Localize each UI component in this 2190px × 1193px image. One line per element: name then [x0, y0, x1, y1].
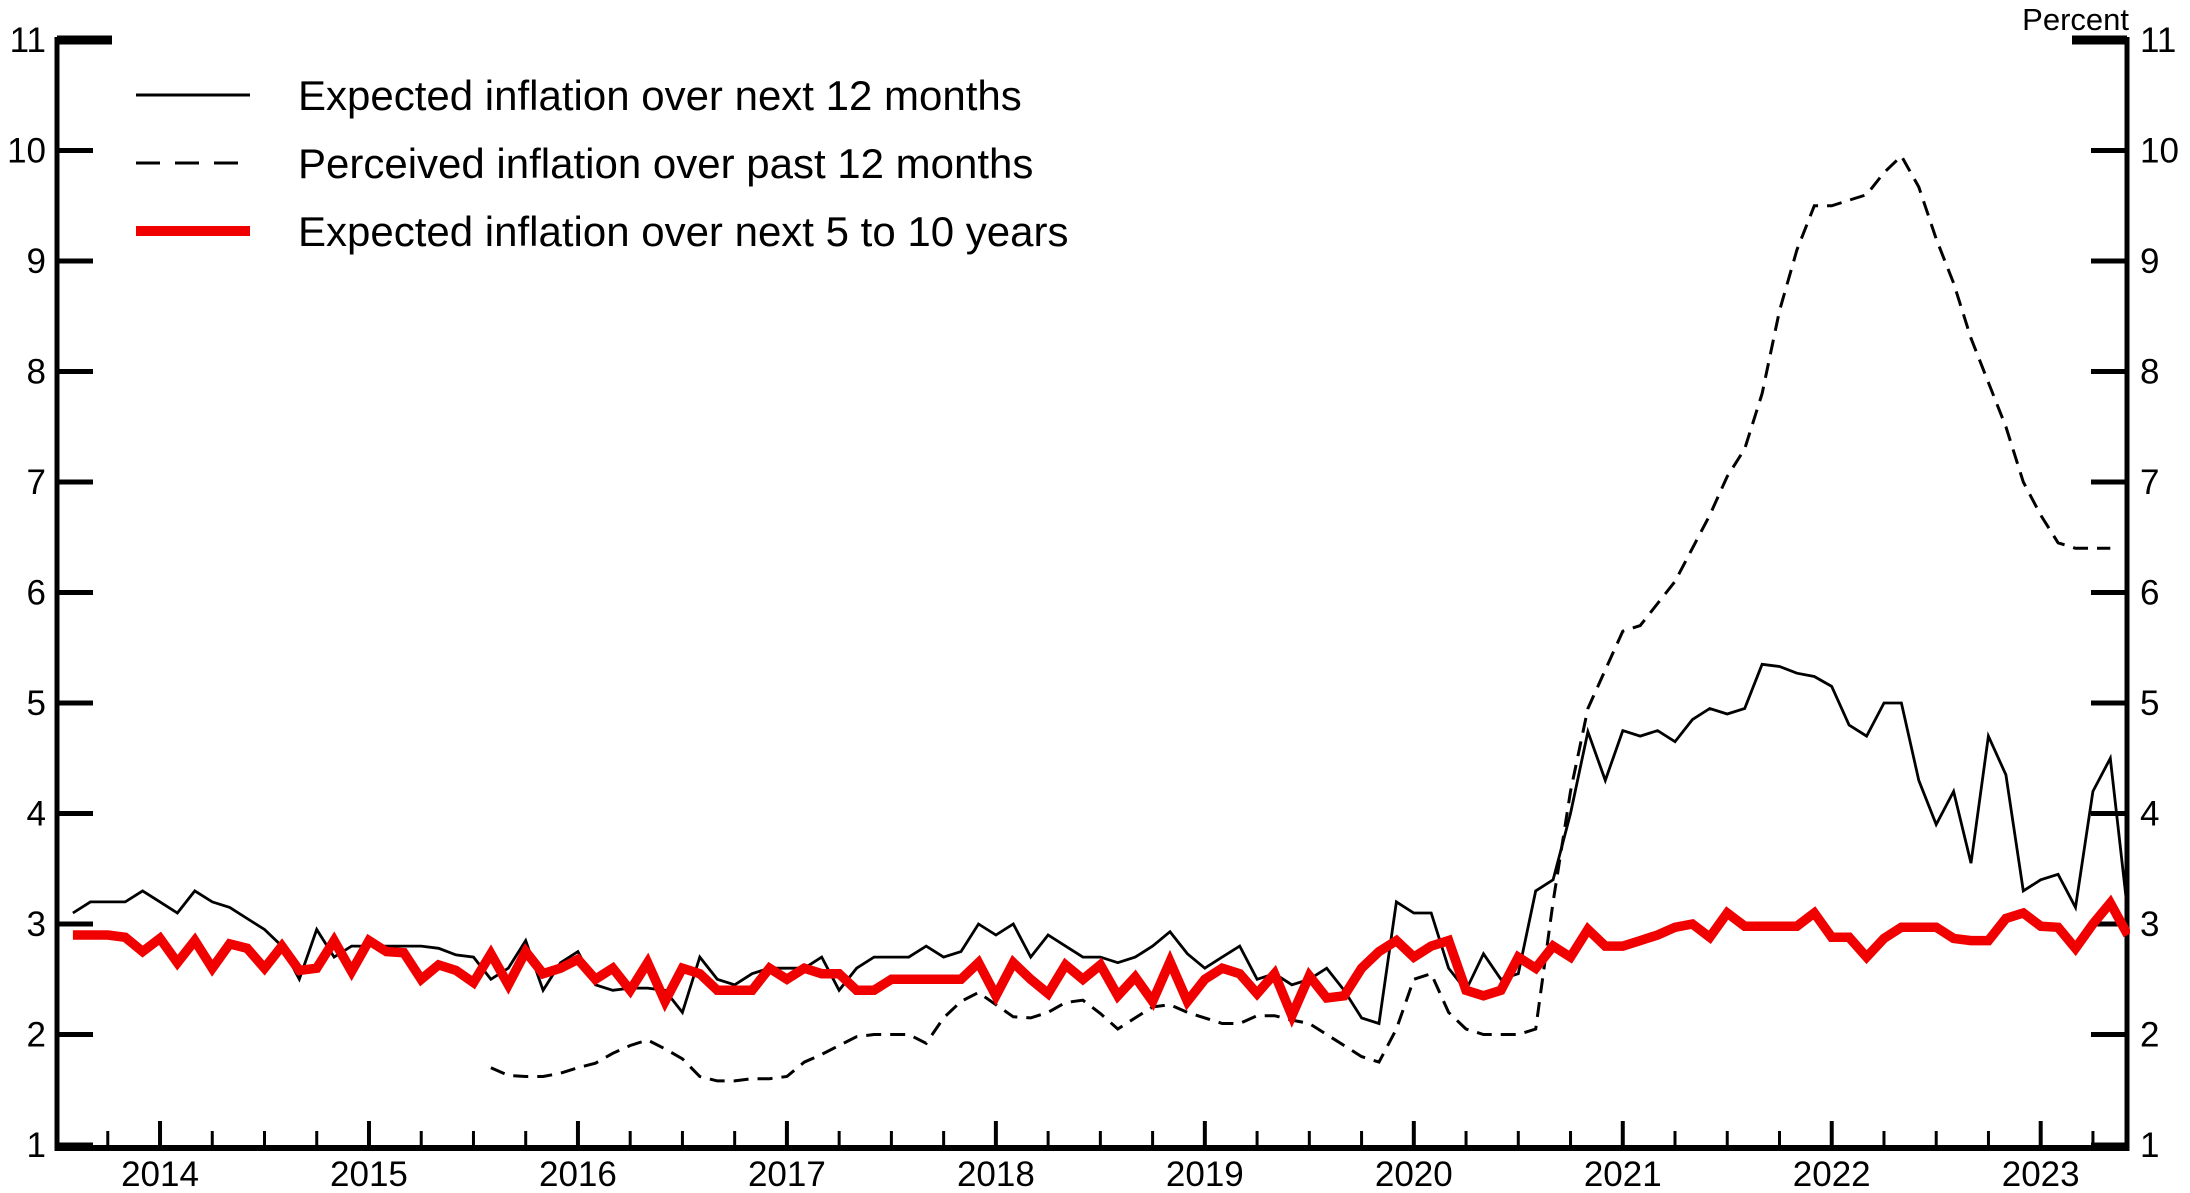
y-tick-label-left-9: 9	[27, 242, 46, 281]
x-tick-label-2020: 2020	[1375, 1155, 1453, 1193]
x-tick-label-2022: 2022	[1793, 1155, 1871, 1193]
legend: Expected inflation over next 12 months P…	[136, 72, 1068, 255]
y-tick-label-right-9: 9	[2140, 242, 2159, 281]
y-tick-label-left-4: 4	[27, 795, 46, 834]
y-tick-label-left-1: 1	[27, 1126, 46, 1165]
series-line-perceived-past-12m	[490, 153, 2111, 1083]
legend-label-expected-5-10y: Expected inflation over next 5 to 10 yea…	[298, 208, 1068, 255]
y-tick-label-left-10: 10	[7, 132, 46, 171]
y-tick-label-right-2: 2	[2140, 1016, 2159, 1055]
y-tick-label-left-2: 2	[27, 1016, 46, 1055]
y-tick-label-right-11: 11	[2140, 21, 2176, 60]
x-tick-label-2019: 2019	[1166, 1155, 1244, 1193]
legend-item-perceived-past-12m: Perceived inflation over past 12 months	[136, 140, 1033, 187]
y-tick-label-right-8: 8	[2140, 353, 2159, 392]
series-line-expected-12m	[72, 662, 2130, 1026]
y-tick-label-right-6: 6	[2140, 574, 2159, 613]
legend-label-perceived-past-12m: Perceived inflation over past 12 months	[298, 140, 1033, 187]
y-tick-label-left-6: 6	[27, 574, 46, 613]
y-tick-label-right-4: 4	[2140, 795, 2159, 834]
y-tick-label-right-3: 3	[2140, 905, 2159, 944]
x-tick-label-2023: 2023	[2002, 1155, 2080, 1193]
y-tick-label-right-7: 7	[2140, 463, 2159, 502]
x-tick-label-2016: 2016	[539, 1155, 617, 1193]
y-tick-label-right-10: 10	[2140, 132, 2179, 171]
y-tick-label-left-11: 11	[10, 21, 46, 60]
y-tick-label-left-5: 5	[27, 684, 46, 723]
x-tick-label-2021: 2021	[1584, 1155, 1662, 1193]
series-line-expected-5-10y	[72, 894, 2130, 1028]
y-tick-label-right-5: 5	[2140, 684, 2159, 723]
series-group	[72, 153, 2130, 1083]
x-tick-label-2014: 2014	[121, 1155, 199, 1193]
legend-item-expected-12m: Expected inflation over next 12 months	[136, 72, 1022, 119]
y-tick-label-left-8: 8	[27, 353, 46, 392]
legend-label-expected-12m: Expected inflation over next 12 months	[298, 72, 1022, 119]
x-tick-label-2018: 2018	[957, 1155, 1035, 1193]
y-tick-label-left-7: 7	[27, 463, 46, 502]
y-tick-label-left-3: 3	[27, 905, 46, 944]
y-tick-label-right-1: 1	[2140, 1126, 2159, 1165]
legend-item-expected-5-10y: Expected inflation over next 5 to 10 yea…	[136, 208, 1068, 255]
y-axis-unit-label: Percent	[2022, 2, 2129, 37]
x-tick-label-2017: 2017	[748, 1155, 826, 1193]
x-tick-label-2015: 2015	[330, 1155, 408, 1193]
